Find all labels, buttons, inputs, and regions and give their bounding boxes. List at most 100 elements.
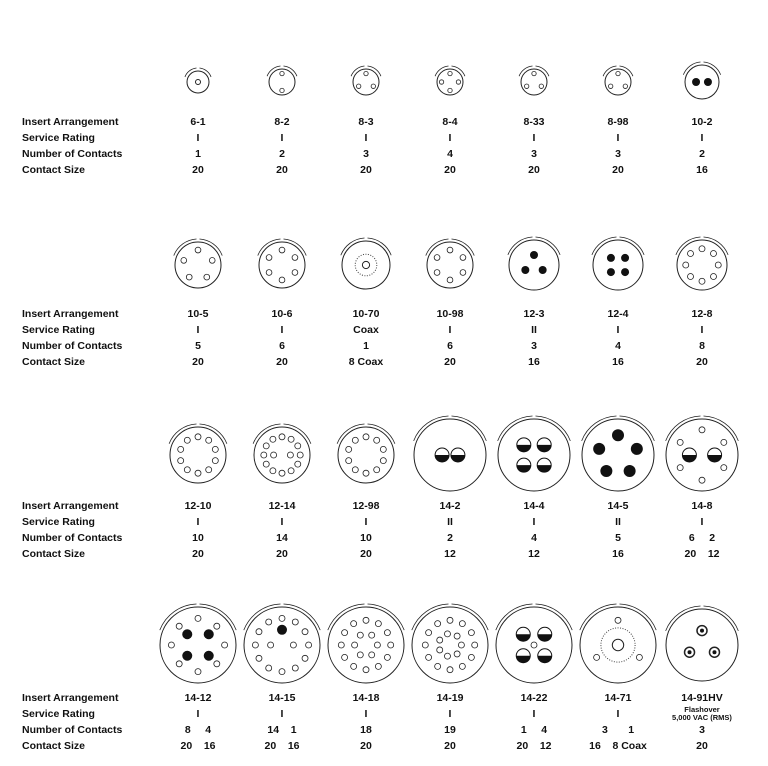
row-labels: Insert Arrangement Service Rating Number o… (22, 498, 122, 562)
arrangement-specs: 14-5 II 5 16 (576, 498, 660, 562)
size-value: 20 (360, 548, 372, 560)
insert-diagram-14-4 (497, 415, 571, 492)
contacts-value: 6 2 (688, 532, 716, 544)
rating-value: I (532, 708, 536, 720)
service-rating-label: Service Rating (22, 132, 95, 144)
arrangement-value: 12-8 (691, 308, 713, 320)
contacts-value: 8 (699, 340, 705, 352)
insert-diagram-14-8 (665, 415, 739, 492)
arrangement-specs: 12-10 I 10 20 (156, 498, 240, 562)
rating-value: I (280, 708, 284, 720)
arrangement-value: 8-4 (442, 116, 458, 128)
rating-value: I (448, 132, 452, 144)
arrangement-specs: 14-12 I 8 4 20 16 (156, 690, 240, 754)
insert-diagram-6-1 (184, 67, 212, 94)
arrangement-specs: 14-4 I 4 12 (492, 498, 576, 562)
contacts-value: 5 (615, 532, 621, 544)
contacts-value: 8 4 (184, 724, 212, 736)
arrangement-value: 14-18 (352, 692, 380, 704)
rating-value: I (364, 708, 368, 720)
insert-diagram-14-71 (579, 603, 657, 684)
arrangement-specs: 10-2 I 2 16 (660, 114, 744, 178)
arrangement-value: 12-14 (268, 500, 296, 512)
arrangement-value: 14-71 (604, 692, 632, 704)
size-value: 20 (612, 164, 624, 176)
arrangement-value: 8-2 (274, 116, 290, 128)
contacts-value: 4 (531, 532, 537, 544)
insert-diagram-12-10 (168, 423, 228, 484)
arrangement-specs: 10-98 I 6 20 (408, 306, 492, 370)
arrangement-specs: 10-5 I 5 20 (156, 306, 240, 370)
rating-value: I (616, 132, 620, 144)
arrangement-value: 14-12 (184, 692, 212, 704)
size-value: 16 8 Coax (589, 740, 647, 752)
contacts-value: 3 (615, 148, 621, 160)
rating-value: II (531, 324, 537, 336)
size-value: 20 (276, 356, 288, 368)
size-value: 20 (276, 164, 288, 176)
arrangement-value: 6-1 (190, 116, 206, 128)
insert-diagram-14-2 (413, 415, 487, 492)
arrangement-value: 10-98 (436, 308, 464, 320)
arrangement-value: 8-98 (607, 116, 629, 128)
size-value: 20 (360, 740, 372, 752)
size-value: 20 (444, 164, 456, 176)
insert-diagram-8-2 (266, 65, 298, 96)
arrangement-value: 12-98 (352, 500, 380, 512)
rating-value: I (616, 708, 620, 720)
contact-size-label: Contact Size (22, 548, 86, 560)
arrangement-value: 14-22 (520, 692, 548, 704)
rating-value: I (280, 516, 284, 528)
arrangement-value: 10-5 (187, 308, 209, 320)
contacts-value: 2 (447, 532, 453, 544)
arrangement-specs: 12-14 I 14 20 (240, 498, 324, 562)
arrangement-value: 12-4 (607, 308, 629, 320)
contact-size-label: Contact Size (22, 164, 86, 176)
rating-value: I (196, 132, 200, 144)
arrangement-value: 14-15 (268, 692, 296, 704)
insert-diagram-12-4 (591, 236, 645, 291)
arrangement-value: 12-10 (184, 500, 212, 512)
insert-diagram-12-3 (507, 236, 561, 291)
size-value: 20 (192, 548, 204, 560)
contacts-value: 5 (195, 340, 201, 352)
insert-diagram-14-22 (495, 603, 573, 684)
rating-value: I (196, 516, 200, 528)
contacts-value: 4 (447, 148, 453, 160)
contacts-value: 3 (699, 724, 705, 736)
arrangement-value: 14-2 (439, 500, 461, 512)
arrangement-specs: 8-2 I 2 20 (240, 114, 324, 178)
contact-size-label: Contact Size (22, 356, 86, 368)
arrangement-specs: 12-3 II 3 16 (492, 306, 576, 370)
arrangement-specs: 14-71 I 3 1 16 8 Coax (576, 690, 660, 754)
rating-value: I (280, 132, 284, 144)
insert-diagram-14-12 (159, 603, 237, 684)
rating-value: I (196, 708, 200, 720)
insert-diagram-10-6 (257, 238, 307, 289)
contacts-value: 14 (276, 532, 288, 544)
size-value: 20 (528, 164, 540, 176)
arrangement-specs: 14-18 I 18 20 (324, 690, 408, 754)
contacts-value: 3 (531, 148, 537, 160)
arrangement-value: 10-6 (271, 308, 293, 320)
rating-value: I (448, 324, 452, 336)
arrangement-specs: 14-8 I 6 2 20 12 (660, 498, 744, 562)
insert-arrangement-label: Insert Arrangement (22, 692, 119, 704)
size-value: 20 (360, 164, 372, 176)
insert-diagram-10-98 (425, 238, 475, 289)
contacts-value: 10 (192, 532, 204, 544)
size-value: 20 (192, 164, 204, 176)
size-value: 20 (444, 356, 456, 368)
insert-diagram-14-19 (411, 603, 489, 684)
row-labels: Insert Arrangement Service Rating Number o… (22, 114, 122, 178)
arrangement-specs: 12-98 I 10 20 (324, 498, 408, 562)
size-value: 16 (696, 164, 708, 176)
contacts-value: 4 (615, 340, 621, 352)
size-value: 12 (444, 548, 456, 560)
arrangement-value: 8-33 (523, 116, 545, 128)
contacts-value: 2 (699, 148, 705, 160)
arrangement-value: 14-5 (607, 500, 629, 512)
contacts-value: 10 (360, 532, 372, 544)
insert-diagram-14-15 (243, 603, 321, 684)
size-value: 20 12 (684, 548, 720, 560)
